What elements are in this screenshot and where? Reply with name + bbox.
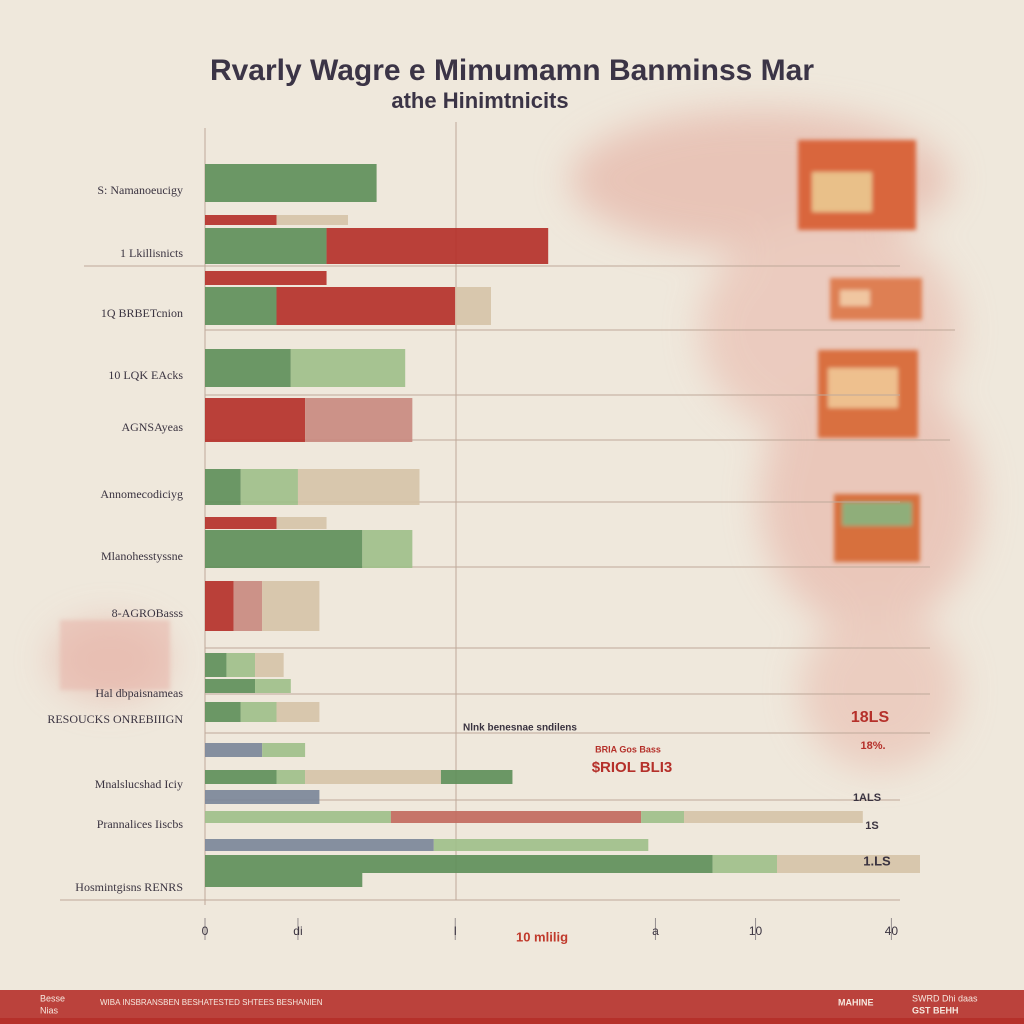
bar-segment [205, 271, 327, 285]
bar-segment [205, 530, 363, 568]
bar-segment [205, 873, 363, 887]
y-tick-label: Mnalslucshad Iciy [95, 777, 183, 791]
annotation: 10 mlilig [516, 929, 568, 944]
bar-segment [433, 839, 649, 851]
bar-segment [276, 215, 348, 225]
y-tick-label: AGNSAyeas [121, 420, 183, 434]
chart-subtitle: athe Hinimtnicits [391, 88, 568, 113]
footer-text: MAHINE [838, 997, 874, 1007]
bar-segment [326, 228, 549, 264]
bar-segment [205, 855, 713, 873]
bar-segment [262, 581, 320, 631]
annotation: 1S [865, 820, 878, 832]
bar-segment [205, 215, 277, 225]
bar-segment [455, 287, 491, 325]
footer-band [0, 1018, 1024, 1024]
bar-segment [255, 653, 284, 677]
annotation: Nlnk benesnae sndilens [463, 723, 577, 734]
bar-segment [290, 349, 406, 387]
y-tick-label: RESOUCKS ONREBIIIGN [47, 712, 183, 726]
bar-segment [205, 770, 277, 784]
bar-segment [712, 855, 777, 873]
illustrations [60, 140, 922, 690]
bar-segment [205, 653, 227, 677]
bar-segment [205, 469, 241, 505]
footer-text: Besse [40, 993, 65, 1003]
bar-segment [205, 679, 256, 693]
bar-segment [305, 770, 441, 784]
y-tick-label: Annomecodiciyg [100, 487, 183, 501]
y-tick-label: 8-AGROBasss [112, 606, 184, 620]
bar-segment [255, 679, 291, 693]
bar-segment [205, 790, 320, 804]
bar-segment [262, 743, 306, 757]
bar-segment [205, 349, 291, 387]
bar-segment [276, 702, 320, 722]
bar-segment [297, 469, 420, 505]
bar-segment [240, 702, 277, 722]
annotation: 18LS [851, 709, 890, 726]
y-tick-label: Prannalices Iiscbs [97, 817, 184, 831]
annotation: 1.LS [863, 853, 891, 868]
bar-segment [205, 287, 277, 325]
annotation: 18%. [860, 740, 885, 752]
bar-segment [276, 517, 327, 529]
footer-bg [0, 990, 1024, 1018]
y-tick-label: Hal dbpaisnameas [95, 686, 183, 700]
bar-segment [205, 517, 277, 529]
bar-segment [205, 743, 263, 757]
bar-segment [240, 469, 298, 505]
footer-text: WIBA INSBRANSBEN BESHATESTED SHTEES BESH… [100, 998, 323, 1007]
footer-text: Nias [40, 1005, 59, 1015]
y-tick-label: Mlanohesstyssne [101, 549, 183, 563]
x-tick-label: 40 [885, 924, 899, 938]
bar-segment [205, 839, 434, 851]
bar-segment [205, 398, 306, 442]
bar-segment [205, 228, 327, 264]
bar-segment [390, 811, 642, 823]
bar-segment [205, 581, 234, 631]
y-tick-label: 1 Lkillisnicts [120, 246, 183, 260]
x-tick-label: I [454, 924, 457, 938]
bar-segment [641, 811, 685, 823]
annotation: $RIOL BLI3 [592, 759, 673, 776]
bar-segment [276, 770, 306, 784]
bar-segment [205, 164, 377, 202]
x-tick-label: di [293, 924, 302, 938]
bar-segment [233, 581, 263, 631]
footer-text: GST BEHH [912, 1005, 959, 1015]
x-tick-label: 10 [749, 924, 763, 938]
bar-segment [305, 398, 413, 442]
bar-segment [777, 855, 920, 873]
bar-segment [205, 811, 391, 823]
y-tick-label: 10 LQK EAcks [108, 368, 183, 382]
annotation: BRIA Gos Bass [595, 744, 661, 754]
bar-segment [440, 770, 513, 784]
bar-segment [362, 530, 413, 568]
y-tick-label: S: Namanoeucigy [97, 183, 183, 197]
bar-segment [684, 811, 863, 823]
bar-segment [205, 702, 241, 722]
x-tick-label: a [652, 924, 659, 938]
annotation: 1ALS [853, 792, 881, 804]
x-tick-label: 0 [202, 924, 209, 938]
y-tick-label: 1Q BRBETcnion [101, 306, 183, 320]
footer-text: SWRD Dhi daas [912, 993, 978, 1003]
chart-title: Rvarly Wagre e Mimumamn Banminss Mar [210, 54, 814, 87]
bar-segment [226, 653, 256, 677]
y-tick-label: Hosmintgisns RENRS [75, 880, 183, 894]
bar-segment [276, 287, 456, 325]
